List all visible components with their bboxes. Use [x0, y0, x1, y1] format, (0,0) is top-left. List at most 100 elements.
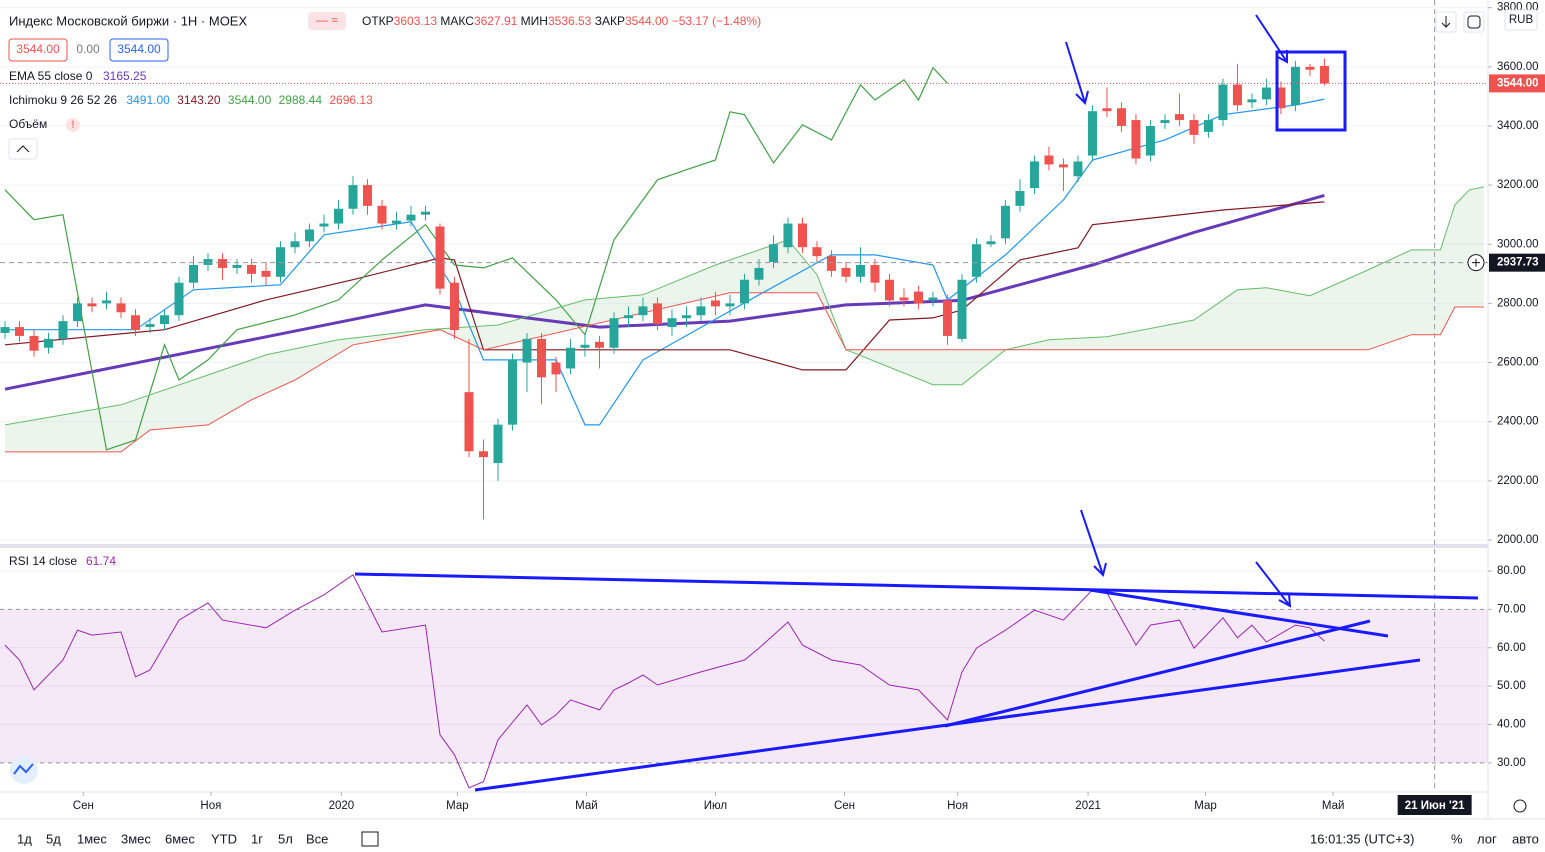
legend-ichimoku: Ichimoku 9 26 52 26 3491.00 3143.20 3544… [9, 93, 373, 107]
sell-button[interactable] [8, 38, 68, 62]
crosshair-box [1489, 253, 1545, 272]
line [5, 292, 1484, 453]
candle-body [44, 338, 54, 348]
y-tick-label: 3600.00 [1497, 61, 1539, 73]
currency: RUB [1509, 14, 1534, 26]
log-toggle[interactable]: лог [1477, 831, 1497, 846]
y-tick-label: 3400.00 [1497, 120, 1539, 132]
candle-body [493, 424, 503, 464]
auto-toggle[interactable]: авто [1512, 831, 1539, 846]
candle-body [1218, 84, 1228, 121]
range-button[interactable]: 5л [278, 831, 293, 846]
settings-icon[interactable] [1513, 799, 1527, 813]
candle-body [406, 214, 416, 221]
legend-value: 3143.20 [177, 93, 221, 107]
x-tick-label: Ноя [200, 800, 221, 812]
currency-box[interactable] [1504, 9, 1538, 31]
spread: 0.00 [76, 42, 100, 56]
candle-body [246, 264, 256, 274]
legend-ema-value: 3165.25 [103, 69, 147, 83]
cloud [5, 186, 1484, 452]
legend-ichimoku-name: Ichimoku 9 26 52 26 [9, 93, 117, 107]
range-button[interactable]: 1д [17, 831, 32, 846]
candle-body [899, 297, 909, 301]
add-icon [1472, 258, 1480, 267]
range-button[interactable]: 1г [251, 831, 263, 846]
candle-body [696, 306, 706, 316]
crosshair-date-box [1397, 795, 1472, 815]
y-tick-label: 3000.00 [1497, 238, 1539, 250]
candle-body [1000, 205, 1010, 239]
last-price-box [1489, 74, 1545, 93]
y-tick-label: 2800.00 [1497, 297, 1539, 309]
ohlc-label: ОТКР [362, 14, 394, 28]
legend-volume: Объём [9, 117, 47, 131]
candle-body [841, 267, 851, 277]
legend-rsi: RSI 14 close [9, 554, 77, 568]
candle-body [319, 223, 329, 227]
crosshair-date: 21 Июн '21 [1405, 800, 1465, 812]
ohlc-label: МАКС [440, 14, 474, 28]
candle-body [652, 303, 662, 325]
legend-ema: EMA 55 close 0 [9, 69, 93, 83]
candle-body [594, 341, 604, 348]
drawings [354, 14, 1479, 792]
candle-body [174, 282, 184, 316]
range-button[interactable]: YTD [211, 831, 237, 846]
candle-body [812, 247, 822, 257]
candle-body [188, 264, 198, 283]
y-tick-label: 2600.00 [1497, 357, 1539, 369]
legend-value: 3544.00 [228, 93, 272, 107]
candle-body [1058, 164, 1068, 168]
warning-icon[interactable] [66, 118, 80, 132]
candle-body [348, 185, 358, 209]
range-button[interactable]: 3мес [121, 831, 151, 846]
date-range-icon[interactable] [361, 831, 379, 847]
x-tick-label: 2021 [1075, 800, 1101, 812]
range-button[interactable]: 1мес [77, 831, 107, 846]
candle-body [870, 264, 880, 283]
legend-rsi-value: 61.74 [86, 554, 116, 568]
candle-body [1232, 84, 1242, 106]
collapse-button[interactable] [8, 138, 38, 160]
candle-body [551, 362, 561, 375]
candle-body [101, 300, 111, 304]
symbol-title: Индекс Московской биржи · 1Н · MOEX [9, 13, 247, 28]
logo-mark [13, 763, 34, 775]
legend-value: 2988.44 [279, 93, 323, 107]
candle-body [1203, 120, 1213, 132]
candle-body [681, 315, 691, 319]
candle-body [1145, 125, 1155, 156]
candle-body [464, 392, 474, 452]
candle-body [1029, 161, 1039, 189]
candle-body [1131, 120, 1141, 159]
candle-body [986, 241, 996, 245]
candle-body [1247, 99, 1257, 103]
candle-body [362, 185, 372, 206]
candle-body [159, 315, 169, 325]
candle-body [203, 259, 213, 265]
candle-body [130, 315, 140, 331]
candle-body [768, 244, 778, 263]
range-button[interactable]: 6мес [165, 831, 195, 846]
percent-toggle[interactable]: % [1451, 831, 1463, 846]
range-button[interactable]: Все [306, 831, 328, 846]
candle-body [1174, 114, 1184, 121]
fullscreen-button[interactable] [1463, 11, 1485, 33]
change: −53.17 (−1.48%) [672, 14, 761, 28]
candle-body [942, 300, 952, 336]
crosshair-label: 2937.73 [1497, 257, 1539, 269]
scroll-icon [1441, 16, 1451, 28]
y-tick-label: 2000.00 [1497, 534, 1539, 546]
buy-button[interactable] [109, 38, 169, 62]
range-button[interactable]: 5д [46, 831, 61, 846]
status-badge[interactable] [308, 12, 346, 30]
x-tick-label: Сен [834, 800, 855, 812]
candle-body [1015, 191, 1025, 206]
candle-body [333, 208, 343, 224]
sell-price: 3544.00 [16, 42, 60, 56]
legend-value: 3491.00 [126, 93, 170, 107]
candle-body [275, 247, 285, 277]
candle-body [507, 359, 517, 425]
